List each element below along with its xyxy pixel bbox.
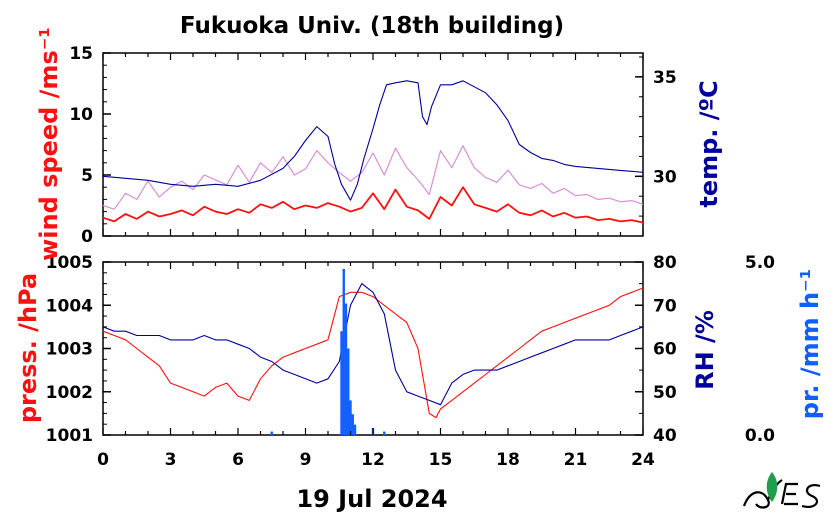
left-tick-label: 0 — [81, 227, 93, 247]
x-axis-date-label: 19 Jul 2024 — [296, 485, 447, 513]
precip-bar — [342, 268, 345, 435]
left-tick-label: 1004 — [46, 296, 93, 316]
chart-title: Fukuoka Univ. (18th building) — [180, 13, 564, 39]
pressure-axis-title: press. /hPa — [14, 273, 42, 423]
right-tick-label: 35 — [653, 68, 677, 88]
x-tick-label: 18 — [496, 450, 520, 470]
precip-bar — [344, 303, 348, 435]
x-tick-label: 24 — [631, 450, 655, 470]
right-tick-label: 60 — [653, 340, 677, 360]
precip-bar — [349, 400, 352, 435]
left-tick-label: 1001 — [46, 426, 93, 446]
bottom-panel-frame — [102, 261, 644, 436]
x-tick-label: 21 — [564, 450, 588, 470]
left-tick-label: 1002 — [46, 383, 93, 403]
bottom-panel-series — [102, 268, 644, 435]
precip-bar — [270, 431, 273, 435]
series-line-0 — [102, 186, 644, 224]
series-line-1 — [102, 283, 644, 406]
rh-axis-title: RH /% — [691, 310, 719, 390]
temp-axis-title: temp. /ºC — [695, 80, 723, 207]
top-panel-series — [102, 80, 644, 224]
wind-axis-title: wind speed /ms⁻¹ — [35, 27, 63, 261]
x-tick-label: 15 — [429, 450, 453, 470]
precip-axis-title: pr. /mm h⁻¹ — [796, 269, 824, 419]
precip-bar — [353, 424, 357, 435]
left-tick-label: 10 — [69, 105, 93, 125]
left-tick-label: 1005 — [46, 253, 93, 273]
precip-tick-label: 0.0 — [745, 426, 775, 446]
precip-bar — [351, 414, 354, 435]
bottom-panel-axes: 0 3 6 9 12 15 18 21 24 1001 1002 1003 1004 1005 40 50 60… — [46, 253, 775, 470]
institution-logo — [742, 472, 821, 509]
series-line-0 — [102, 287, 644, 419]
precip-bar — [340, 331, 343, 435]
x-tick-label: 3 — [165, 450, 177, 470]
right-tick-label: 70 — [653, 296, 677, 316]
x-tick-label: 9 — [300, 450, 312, 470]
top-panel-axes: 0 5 10 15 30 35 — [69, 44, 677, 247]
right-tick-label: 80 — [653, 253, 677, 273]
right-tick-label: 30 — [653, 167, 677, 187]
right-tick-label: 40 — [653, 426, 677, 446]
series-line-1 — [102, 145, 644, 210]
series-line-2 — [102, 80, 644, 201]
left-tick-label: 15 — [69, 44, 93, 64]
top-panel-frame — [102, 52, 644, 237]
right-tick-label: 50 — [653, 383, 677, 403]
precip-bar — [383, 431, 386, 435]
x-tick-label: 12 — [361, 450, 385, 470]
x-tick-label: 6 — [232, 450, 244, 470]
left-tick-label: 5 — [81, 166, 93, 186]
left-tick-label: 1003 — [46, 340, 93, 360]
x-tick-label: 0 — [97, 450, 109, 470]
precip-bar — [347, 348, 350, 435]
precip-tick-label: 5.0 — [745, 253, 775, 273]
